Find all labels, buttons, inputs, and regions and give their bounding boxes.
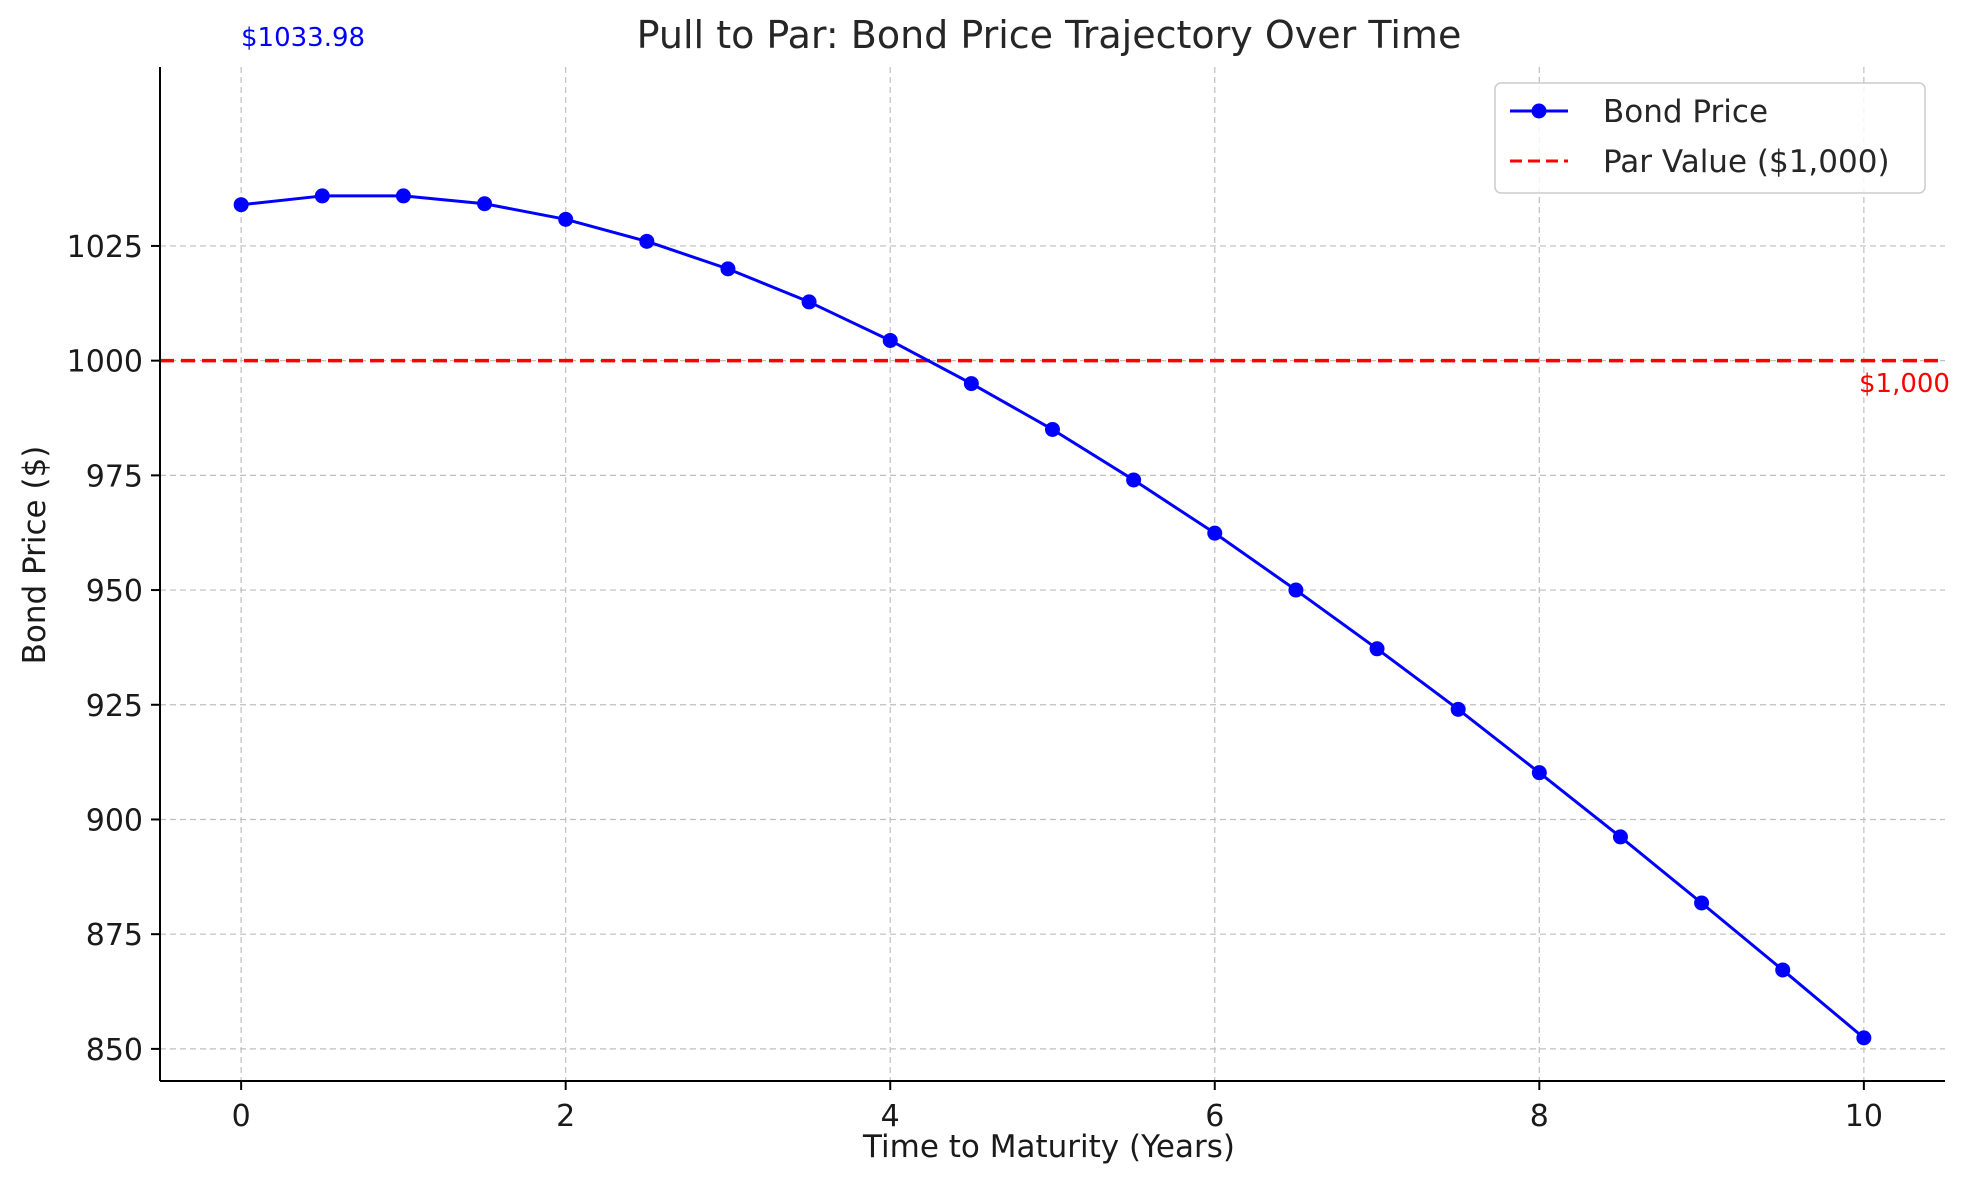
bond-price-point [395,188,411,204]
legend-box [1494,82,1926,194]
bond-price-point [1207,525,1223,541]
tick-labels-layer: 0 2 4 6 8 10 850 875 900 925 950 975 1000 1025 [67,230,1883,1134]
x-tick-label: 4 [881,1099,900,1134]
bond-price-point [1856,1030,1872,1046]
y-tick-label: 900 [86,803,143,838]
x-tick-label: 0 [232,1099,251,1134]
legend-par-value-label: Par Value ($1,000) [1603,144,1890,180]
bond-price-point [720,261,736,277]
bond-price-point [1450,701,1466,717]
bond-price-point [1694,895,1710,911]
x-tick-label: 6 [1205,1099,1224,1134]
bond-price-point [1288,582,1304,598]
legend-bond-price-label: Bond Price [1603,94,1768,130]
bond-price-point [639,233,655,249]
y-tick-label: 975 [86,459,143,494]
par-value-annotation: $1,000 [1859,369,1950,399]
bond-price-line [240,194,1865,1040]
bond-price-point [477,196,493,212]
x-tick-label: 2 [556,1099,575,1134]
bond-price-point [1045,421,1060,437]
y-tick-label: 1000 [67,345,143,380]
chart-title: Pull to Par: Bond Price Trajectory Over … [637,13,1462,57]
y-tick-label: 850 [86,1033,143,1068]
bond-price-point [1775,962,1791,978]
bond-price-point [1531,765,1547,781]
bond-price-point [1369,641,1385,657]
y-tick-label: 950 [86,574,143,609]
grid-layer [160,67,1945,1081]
y-tick-label: 875 [86,918,143,953]
x-axis-label: Time to Maturity (Years) [862,1129,1235,1165]
axes-layer [151,67,1945,1090]
bond-price-point [1612,829,1628,845]
y-tick-label: 1025 [67,230,143,265]
bond-price-point [801,294,817,310]
bond-price-series-layer [233,188,1872,1046]
bond-price-point [882,332,898,348]
bond-price-point [233,197,249,213]
x-tick-label: 8 [1530,1099,1549,1134]
bond-price-point [1126,472,1142,488]
y-axis-label: Bond Price ($) [17,446,53,665]
y-tick-label: 925 [86,689,143,724]
legend: Bond Price Par Value ($1,000) [1494,82,1926,194]
bond-price-point [558,211,574,227]
start-price-annotation: $1033.98 [241,23,365,53]
bond-price-point [963,376,979,392]
legend-bond-price-marker [1531,103,1547,119]
bond-price-point [314,188,330,204]
x-tick-label: 10 [1845,1099,1883,1134]
